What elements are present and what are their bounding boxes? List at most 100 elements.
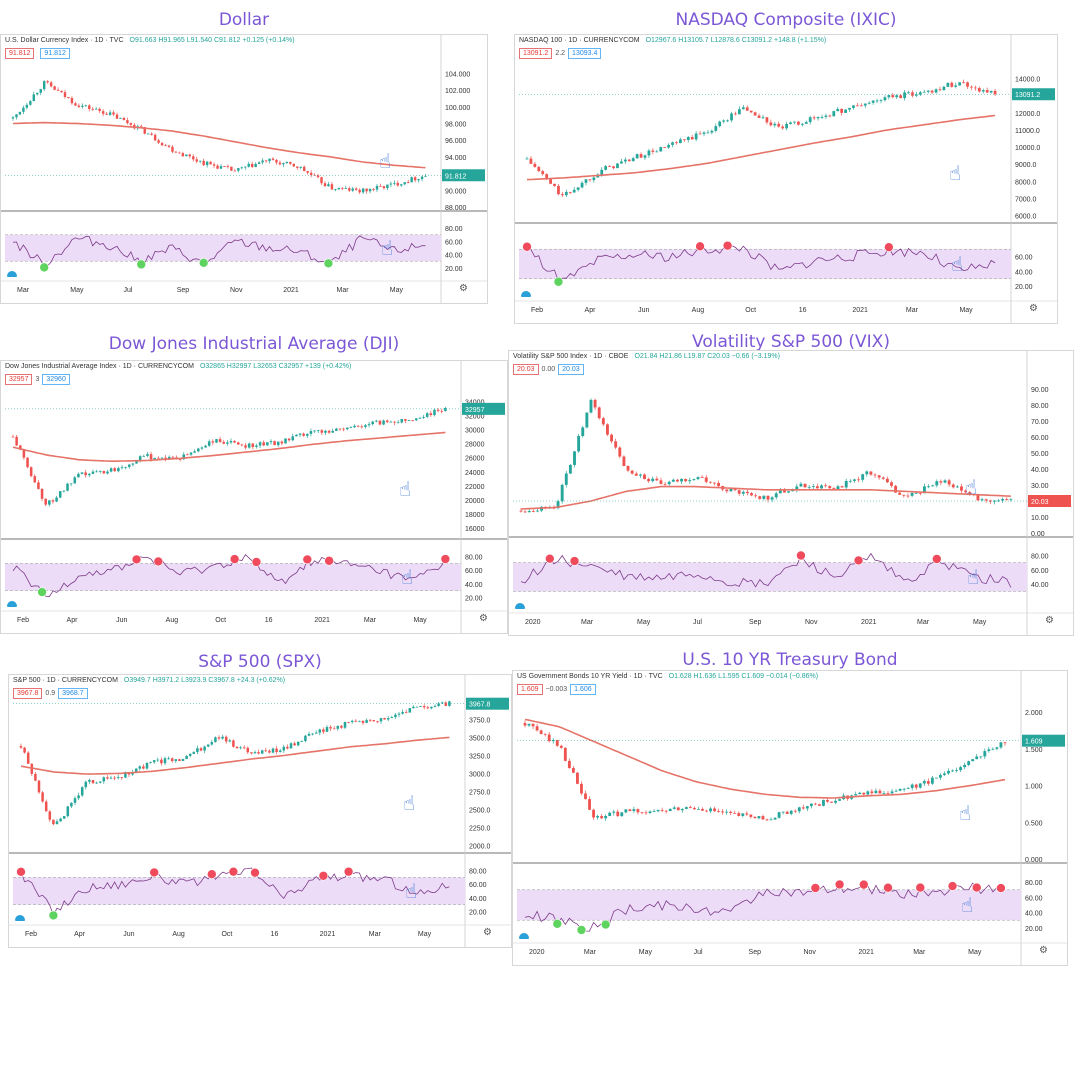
ohlc-values: O3949.7 H3971.2 L3923.9 C3967.8 +24.3 (+… xyxy=(123,677,286,684)
candle-body xyxy=(44,801,48,812)
candle-body xyxy=(559,745,563,748)
price-candles xyxy=(519,398,1013,514)
spread-value: −0.003 xyxy=(545,686,568,693)
candle-body xyxy=(324,430,327,433)
candle-body xyxy=(195,159,198,162)
candle-body xyxy=(738,109,741,115)
candle-body xyxy=(160,142,164,146)
candle-body xyxy=(23,747,26,753)
candle-body xyxy=(55,497,58,502)
overbought-marker xyxy=(343,866,354,877)
settings-gear-icon[interactable]: ⚙ xyxy=(1029,303,1038,314)
price-boxes: 91.812 91.812 xyxy=(5,48,73,59)
chart-nasdaq: NASDAQ 100 · 1D · CURRENCYCOM O12967.6 H1… xyxy=(514,34,1058,324)
candle-body xyxy=(614,441,618,448)
candle-body xyxy=(985,90,989,93)
buy-price-box[interactable]: 20.03 xyxy=(558,364,584,375)
candle-body xyxy=(337,187,341,190)
last-price-tag xyxy=(1012,88,1055,101)
buy-price-box[interactable]: 3968.7 xyxy=(58,688,88,699)
candle-body xyxy=(915,94,918,96)
candle-body xyxy=(967,761,971,765)
candle-body xyxy=(276,441,280,446)
candle-body xyxy=(824,485,828,487)
sell-price-box[interactable]: 32957 xyxy=(5,374,33,385)
candle-body xyxy=(189,452,193,455)
settings-gear-icon[interactable]: ⚙ xyxy=(1045,615,1054,626)
candle-body xyxy=(424,175,427,177)
time-tick-label: May xyxy=(418,931,432,938)
moving-average-line xyxy=(520,485,1011,510)
candle-body xyxy=(822,800,825,806)
sell-price-box[interactable]: 20.03 xyxy=(513,364,539,375)
price-boxes: 1.609 −0.003 1.606 xyxy=(517,684,599,695)
buy-price-box[interactable]: 1.606 xyxy=(570,684,596,695)
price-tick-label: 96.000 xyxy=(445,138,467,145)
candle-body xyxy=(557,185,560,195)
candle-body xyxy=(561,194,564,196)
candle-body xyxy=(836,486,840,490)
candle-body xyxy=(247,443,251,448)
time-tick-label: Mar xyxy=(581,619,594,626)
symbol-title: Dow Jones Industrial Average Index · 1D … xyxy=(5,363,194,370)
chart-spx: S&P 500 · 1D · CURRENCYCOM O3949.7 H3971.… xyxy=(8,674,512,948)
candle-body xyxy=(564,191,568,196)
candle-body xyxy=(777,812,781,818)
time-tick-label: Feb xyxy=(531,307,543,314)
candle-body xyxy=(204,445,207,448)
candle-body xyxy=(543,733,547,735)
candle-body xyxy=(539,730,543,734)
price-tick-label: 8000.0 xyxy=(1015,179,1037,186)
settings-gear-icon[interactable]: ⚙ xyxy=(1039,945,1048,956)
candle-body xyxy=(29,467,33,477)
time-tick-label: Jun xyxy=(638,307,649,314)
ohlc-values: O91.663 H91.965 L91.540 C91.812 +0.125 (… xyxy=(129,37,295,44)
tradingview-logo-icon xyxy=(519,933,529,939)
price-tick-label: 7000.0 xyxy=(1015,196,1037,203)
candle-body xyxy=(906,787,910,789)
candle-body xyxy=(690,137,694,140)
candle-body xyxy=(91,108,94,110)
buy-price-box[interactable]: 13093.4 xyxy=(568,48,602,59)
candle-body xyxy=(129,123,133,125)
candle-body xyxy=(734,113,737,115)
candle-body xyxy=(934,777,938,779)
candle-body xyxy=(644,812,648,814)
sell-price-box[interactable]: 3967.8 xyxy=(13,688,43,699)
candle-body xyxy=(729,488,733,492)
candle-body xyxy=(212,164,216,166)
candle-body xyxy=(164,145,167,147)
sell-price-box[interactable]: 1.609 xyxy=(517,684,543,695)
settings-gear-icon[interactable]: ⚙ xyxy=(459,283,468,294)
candle-body xyxy=(400,419,404,423)
candle-body xyxy=(167,145,171,147)
price-tick-label: 2000.0 xyxy=(469,843,491,850)
buy-price-box[interactable]: 32960 xyxy=(42,374,70,385)
candle-body xyxy=(22,449,26,458)
sell-price-box[interactable]: 13091.2 xyxy=(519,48,553,59)
candle-body xyxy=(341,187,344,189)
buy-price-box[interactable]: 91.812 xyxy=(40,48,70,59)
candle-body xyxy=(950,82,954,87)
symbol-header: Volatility S&P 500 Index · 1D · CBOE O21.… xyxy=(513,353,780,360)
candle-body xyxy=(939,481,943,483)
candle-body xyxy=(77,795,80,799)
time-tick-label: Nov xyxy=(230,287,243,294)
sell-price-box[interactable]: 91.812 xyxy=(5,48,35,59)
candle-body xyxy=(70,802,73,807)
candle-body xyxy=(601,418,605,425)
candle-body xyxy=(682,139,686,141)
candle-body xyxy=(886,793,890,795)
candle-body xyxy=(160,759,163,764)
candle-body xyxy=(287,438,291,441)
candle-body xyxy=(389,183,393,185)
candle-body xyxy=(198,160,202,162)
price-tick-label: 11000.0 xyxy=(1015,128,1040,135)
candle-body xyxy=(757,816,761,819)
settings-gear-icon[interactable]: ⚙ xyxy=(483,927,492,938)
settings-gear-icon[interactable]: ⚙ xyxy=(479,613,488,624)
overbought-marker xyxy=(545,553,555,564)
candle-body xyxy=(914,784,918,788)
candle-body xyxy=(963,764,967,768)
candle-body xyxy=(433,705,437,707)
